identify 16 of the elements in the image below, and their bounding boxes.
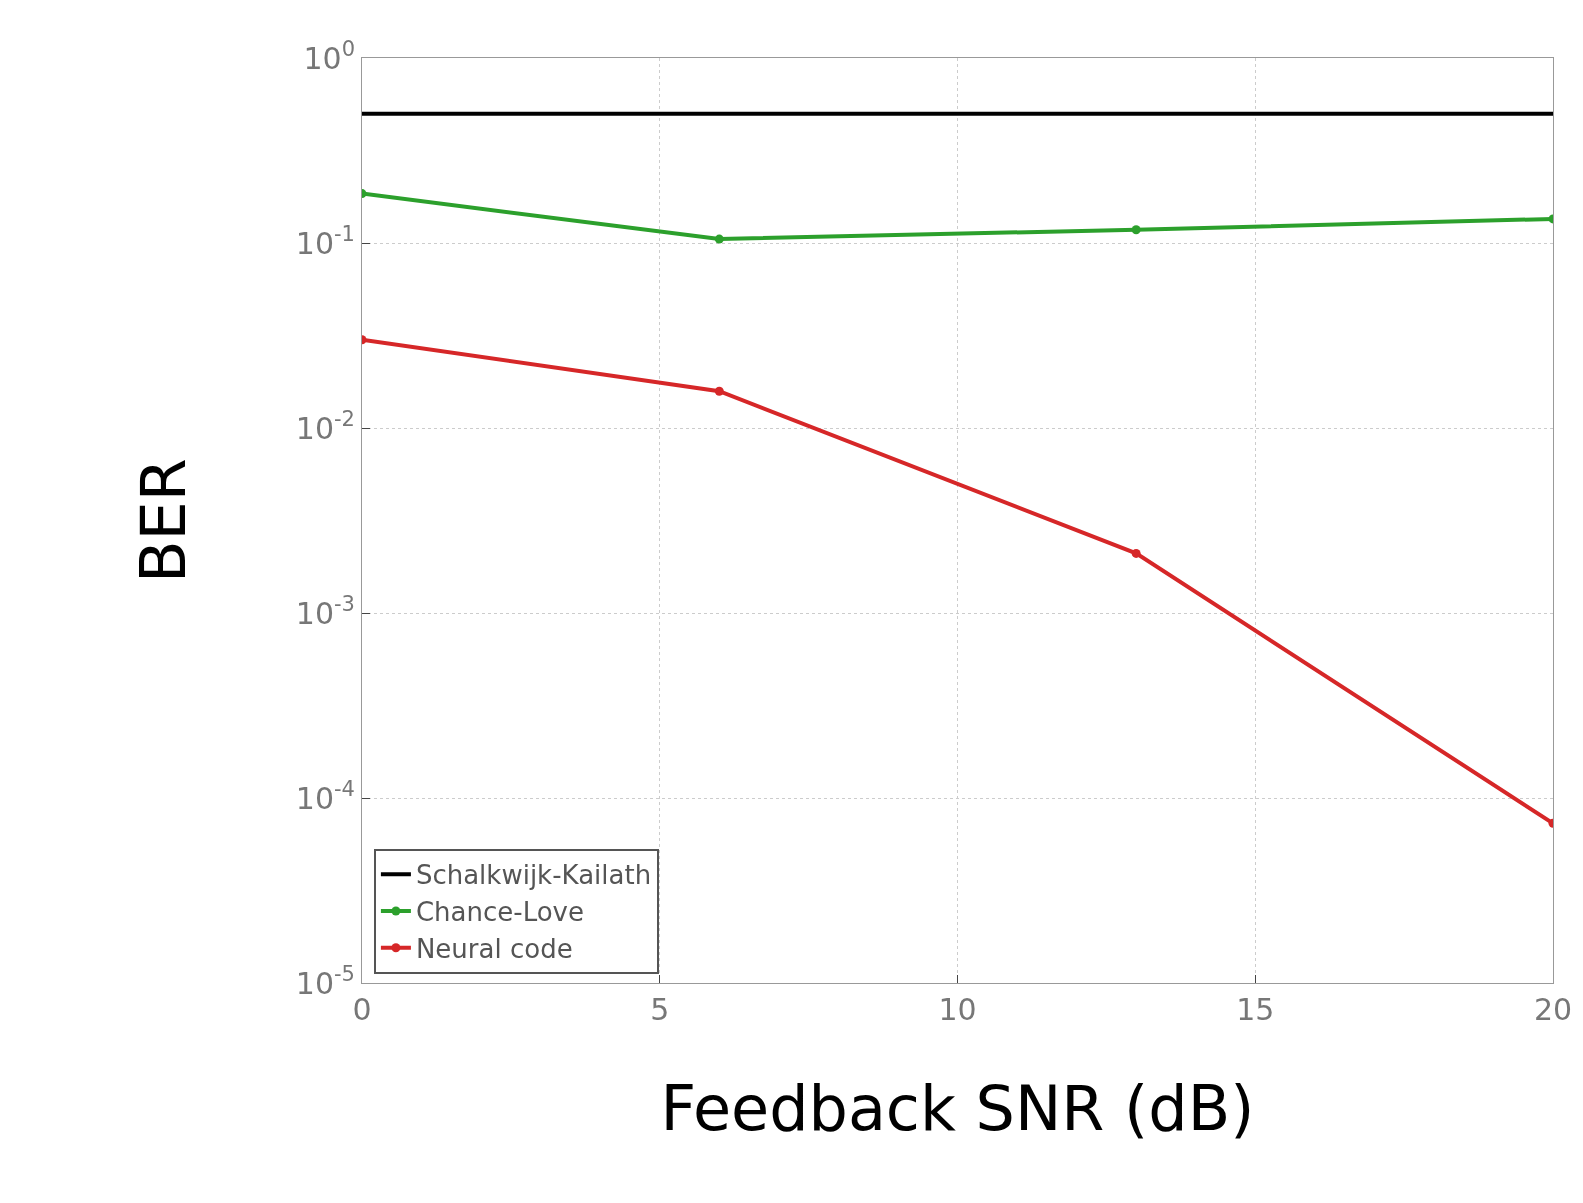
y-tick-label: 10$^{-1}$ (295, 221, 355, 261)
y-tick-label: 10$^{0}$ (303, 36, 355, 76)
x-tick-label: 5 (650, 992, 670, 1027)
legend-label: Neural code (415, 933, 573, 964)
x-axis-title: Feedback SNR (dB) (660, 1071, 1255, 1145)
y-tick-label: 10$^{-3}$ (295, 591, 355, 631)
x-tick-label: 20 (1533, 992, 1573, 1027)
y-tick-label: 10$^{-5}$ (295, 961, 355, 1001)
y-axis-title: BER (126, 458, 200, 583)
y-tick-label: 10$^{-4}$ (295, 776, 355, 816)
x-tick-label: 15 (1236, 992, 1275, 1027)
x-tick-label: 0 (352, 992, 372, 1027)
legend-label: Schalkwijk-Kailath (415, 860, 652, 891)
x-tick-label: 10 (938, 992, 977, 1027)
legend-label: Chance-Love (415, 897, 584, 928)
y-tick-label: 10$^{-2}$ (295, 406, 355, 446)
